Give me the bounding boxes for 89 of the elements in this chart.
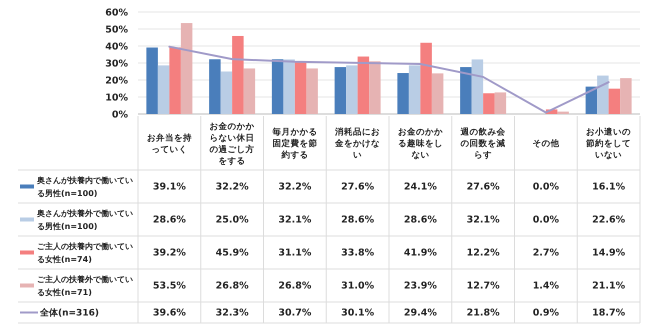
- legend-label: ご主人の扶養内で働いている女性(n=74): [37, 241, 133, 264]
- bar: [209, 59, 221, 114]
- y-tick-label: 30%: [105, 58, 128, 70]
- bar: [334, 67, 346, 114]
- bar: [432, 73, 444, 114]
- bar: [220, 72, 232, 114]
- data-label: 29.4%: [404, 308, 438, 318]
- data-label: 41.9%: [404, 248, 438, 258]
- data-label: 27.6%: [341, 182, 375, 192]
- legend-label: 奥さんが扶養内で働いている男性(n=100): [36, 176, 133, 198]
- data-label: 12.7%: [466, 280, 500, 292]
- data-label: 28.6%: [152, 214, 186, 226]
- bar: [169, 47, 181, 114]
- x-tick-label: お弁当を持っていく: [146, 132, 192, 155]
- data-label: 33.8%: [341, 248, 375, 258]
- x-tick-label: お小遣いの節約をしていない: [585, 126, 632, 160]
- data-label: 30.7%: [278, 308, 312, 318]
- bar: [408, 65, 420, 114]
- bar: [232, 36, 244, 114]
- data-label: 39.1%: [152, 182, 186, 192]
- x-tick-label: その他: [532, 138, 560, 149]
- legend-label: 全体(n=316): [39, 308, 99, 318]
- legend-label: ご主人の扶養外で働いている女性(n=71): [37, 274, 133, 297]
- legend-label: 奥さんが扶養外で働いている男性(n=100): [36, 209, 133, 231]
- data-label: 53.5%: [152, 280, 186, 292]
- data-label: 0.9%: [532, 308, 560, 318]
- y-tick-label: 60%: [105, 8, 128, 18]
- y-tick-label: 0%: [112, 110, 128, 120]
- data-label: 0.0%: [532, 182, 560, 192]
- bar: [158, 65, 170, 114]
- x-tick-label: 消耗品にお金をかけない: [334, 126, 380, 160]
- data-label: 39.6%: [152, 308, 186, 318]
- data-label: 32.2%: [278, 182, 312, 192]
- data-label: 25.0%: [216, 214, 250, 226]
- data-label: 21.1%: [592, 280, 626, 292]
- data-label: 32.2%: [216, 182, 250, 192]
- data-label: 18.7%: [592, 308, 626, 318]
- data-label: 27.6%: [466, 182, 500, 192]
- data-label: 22.6%: [592, 214, 626, 226]
- data-label: 14.9%: [592, 248, 626, 258]
- bar: [597, 76, 609, 114]
- x-tick-label: お金のかからない休日の過ごし方をする: [210, 120, 256, 166]
- data-label: 26.8%: [216, 280, 250, 292]
- bar: [283, 59, 295, 114]
- bar: [460, 67, 472, 114]
- bar: [586, 86, 598, 114]
- bar: [346, 65, 358, 114]
- bar: [294, 61, 306, 114]
- data-label: 31.1%: [278, 248, 312, 258]
- bar: [272, 59, 284, 114]
- data-label: 24.1%: [404, 182, 438, 192]
- x-tick-label: 毎月かかる固定費を節約する: [271, 126, 318, 160]
- y-tick-label: 10%: [105, 92, 128, 104]
- bar: [608, 88, 620, 114]
- data-label: 26.8%: [278, 280, 312, 292]
- data-label: 39.2%: [152, 248, 186, 258]
- bar: [244, 68, 256, 114]
- bar: [472, 59, 484, 114]
- bar: [358, 56, 370, 114]
- bar: [180, 23, 192, 114]
- data-label: 32.3%: [216, 308, 250, 318]
- data-label: 32.1%: [466, 214, 500, 226]
- bar: [146, 48, 158, 114]
- data-label: 2.7%: [532, 248, 560, 258]
- data-label: 45.9%: [216, 248, 250, 258]
- data-label: 0.0%: [532, 214, 560, 226]
- bar: [494, 92, 506, 114]
- data-label: 28.6%: [404, 214, 438, 226]
- bar: [397, 73, 409, 114]
- bar: [483, 93, 495, 114]
- data-label: 30.1%: [341, 308, 375, 318]
- data-label: 12.2%: [466, 248, 500, 258]
- line-series: [168, 46, 610, 114]
- data-label: 28.6%: [341, 214, 375, 226]
- bar: [420, 42, 432, 114]
- y-tick-label: 20%: [105, 76, 128, 86]
- y-tick-label: 40%: [105, 42, 128, 52]
- bar: [620, 78, 632, 114]
- data-label: 21.8%: [466, 308, 500, 318]
- data-label: 32.1%: [278, 214, 312, 226]
- bar: [369, 61, 381, 114]
- y-tick-label: 50%: [105, 24, 128, 36]
- data-label: 1.4%: [532, 280, 560, 292]
- data-label: 31.0%: [341, 280, 375, 292]
- x-tick-label: 週の飲み会の回数を減らす: [460, 126, 507, 160]
- data-label: 16.1%: [592, 182, 626, 192]
- x-tick-label: お金のかかる趣味をしない: [398, 126, 444, 160]
- bar: [306, 68, 318, 114]
- data-label: 23.9%: [404, 280, 438, 292]
